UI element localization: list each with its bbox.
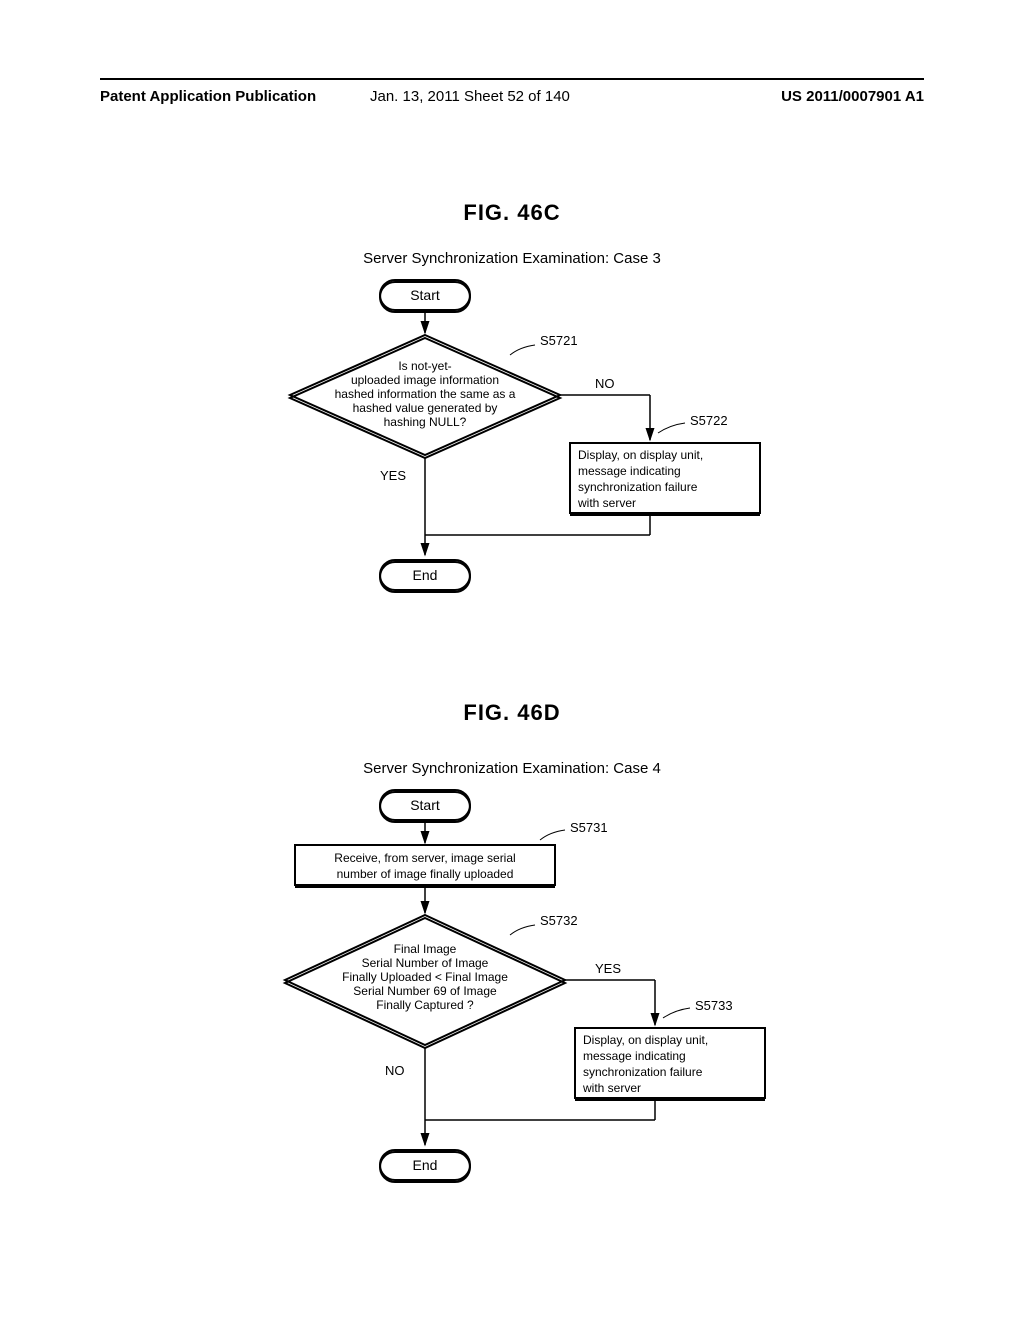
dd-l3: Finally Uploaded < Final Image <box>342 970 508 984</box>
stepid-d3: S5733 <box>695 998 733 1013</box>
yes-label-d: YES <box>595 961 621 976</box>
box0-l1: Receive, from server, image serial <box>334 851 515 865</box>
dec-l5: hashing NULL? <box>384 415 467 429</box>
boxd-l1: Display, on display unit, <box>583 1033 708 1047</box>
header-rule <box>100 78 924 80</box>
leader-d2 <box>510 925 535 935</box>
stepid-d2: S5732 <box>540 913 578 928</box>
boxd-l3: synchronization failure <box>583 1065 703 1079</box>
fig-d-label: FIG. 46D <box>0 700 1024 726</box>
header-left: Patent Application Publication <box>100 88 316 105</box>
box-l4: with server <box>577 496 636 510</box>
flowchart-d: Start S5731 Receive, from server, image … <box>200 785 900 1205</box>
dd-l4: Serial Number 69 of Image <box>353 984 497 998</box>
stepid-1: S5721 <box>540 333 578 348</box>
yes-label: YES <box>380 468 406 483</box>
dec-l2: uploaded image information <box>351 373 499 387</box>
fig-d-subtitle: Server Synchronization Examination: Case… <box>0 760 1024 777</box>
box-l2: message indicating <box>578 464 681 478</box>
header-center: Jan. 13, 2011 Sheet 52 of 140 <box>370 88 570 105</box>
leader-d3 <box>663 1008 690 1018</box>
leader-1 <box>510 345 535 355</box>
end-text-d: End <box>413 1157 438 1173</box>
no-label: NO <box>595 376 615 391</box>
dd-l2: Serial Number of Image <box>362 956 489 970</box>
leader-d1 <box>540 830 565 840</box>
box0-l2: number of image finally uploaded <box>337 867 514 881</box>
no-label-d: NO <box>385 1063 405 1078</box>
page: Patent Application Publication Jan. 13, … <box>0 0 1024 1320</box>
start-text: Start <box>410 287 440 303</box>
dd-l1: Final Image <box>394 942 457 956</box>
boxd-l2: message indicating <box>583 1049 686 1063</box>
box-l1: Display, on display unit, <box>578 448 703 462</box>
dec-l4: hashed value generated by <box>353 401 498 415</box>
start-text-d: Start <box>410 797 440 813</box>
dd-l5: Finally Captured ? <box>376 998 474 1012</box>
header-right: US 2011/0007901 A1 <box>781 88 924 105</box>
end-text: End <box>413 567 438 583</box>
flowchart-c: Start Is not-yet- uploaded image informa… <box>200 275 900 615</box>
box-l3: synchronization failure <box>578 480 698 494</box>
dec-l1: Is not-yet- <box>398 359 451 373</box>
dec-l3: hashed information the same as a <box>335 387 516 401</box>
fig-c-subtitle: Server Synchronization Examination: Case… <box>0 250 1024 267</box>
stepid-2: S5722 <box>690 413 728 428</box>
boxd-l4: with server <box>582 1081 641 1095</box>
fig-c-label: FIG. 46C <box>0 200 1024 226</box>
stepid-d1: S5731 <box>570 820 608 835</box>
leader-2 <box>658 423 685 433</box>
